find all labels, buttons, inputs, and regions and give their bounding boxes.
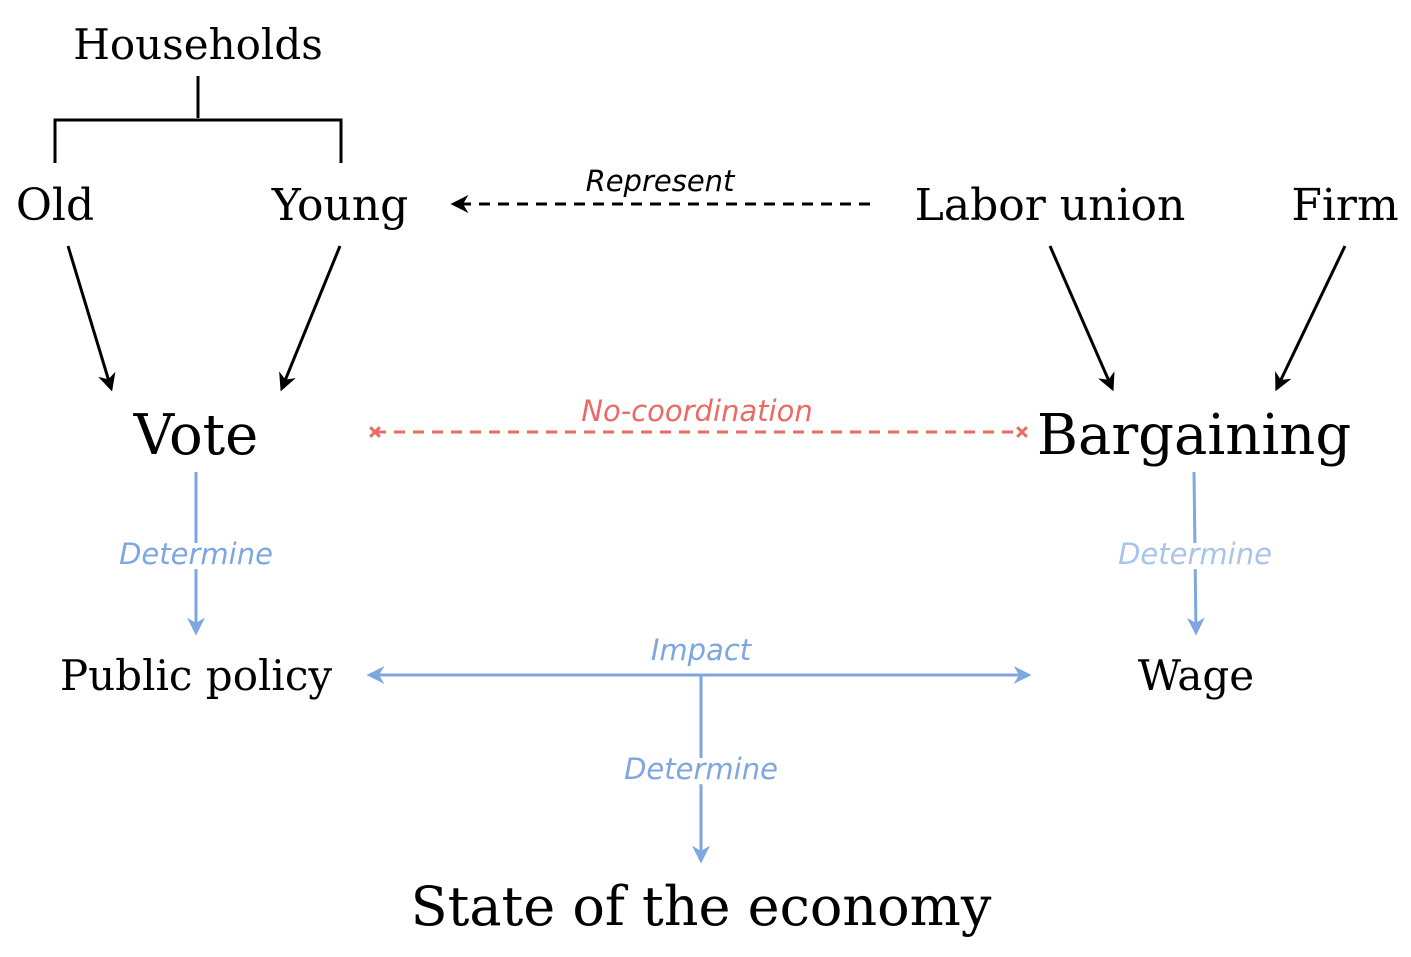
bargaining-label: Bargaining: [1037, 403, 1351, 468]
wage-label: Wage: [1138, 651, 1254, 700]
state-of-economy-label: State of the economy: [411, 875, 992, 938]
households-label: Households: [73, 20, 323, 69]
no-coordination-label: No-coordination: [581, 394, 812, 428]
bargaining-to-wage-arrow: [1186, 471, 1205, 636]
young-to-vote-arrow: [279, 245, 342, 392]
labor-union-label: Labor union: [915, 180, 1186, 231]
impact-label: Impact: [651, 633, 753, 667]
young-label: Young: [271, 180, 409, 231]
union-to-bargaining-arrow: [1048, 245, 1115, 392]
firm-label: Firm: [1291, 180, 1398, 231]
old-label: Old: [16, 180, 94, 231]
determine-vote-label: Determine: [119, 537, 273, 571]
represent-label: Represent: [586, 164, 736, 198]
firm-to-bargaining-arrow: [1275, 245, 1347, 392]
old-to-vote-arrow: [66, 245, 116, 392]
households-bracket: [53, 76, 343, 163]
public-policy-label: Public policy: [60, 651, 332, 700]
determine-economy-label: Determine: [624, 752, 778, 786]
vote-label: Vote: [133, 403, 259, 468]
determine-bargaining-label: Determine: [1118, 537, 1272, 571]
